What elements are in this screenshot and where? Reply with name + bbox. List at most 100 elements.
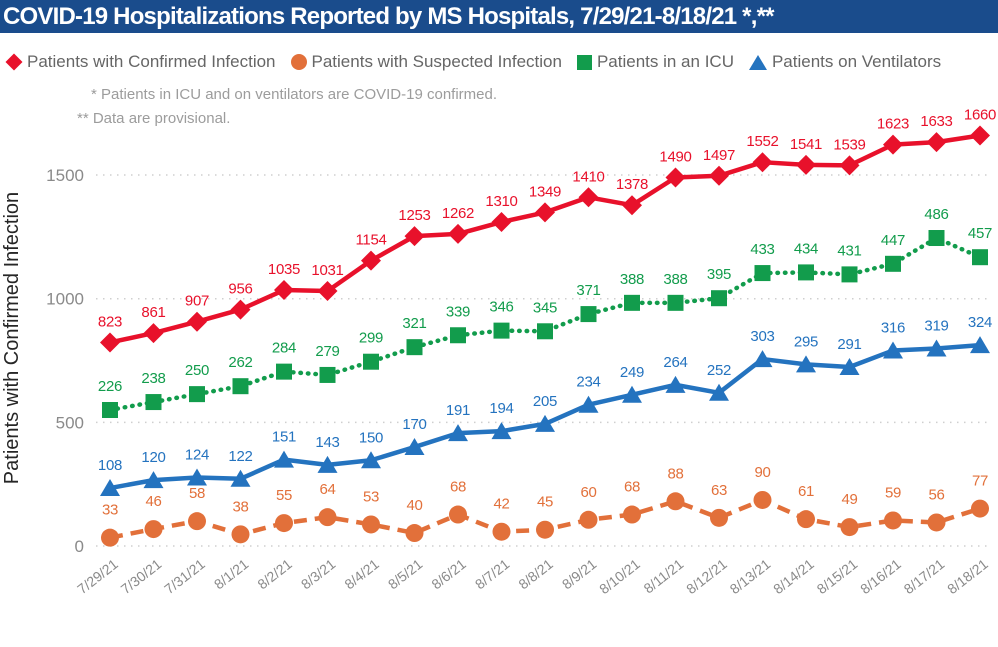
svg-text:38: 38 bbox=[232, 498, 248, 515]
svg-text:108: 108 bbox=[98, 457, 122, 474]
svg-text:262: 262 bbox=[228, 354, 252, 371]
svg-text:8/1/21: 8/1/21 bbox=[211, 556, 252, 593]
svg-text:303: 303 bbox=[750, 328, 774, 345]
svg-text:1378: 1378 bbox=[616, 176, 648, 193]
ventilators-triangle-icon bbox=[748, 54, 767, 70]
svg-text:8/10/21: 8/10/21 bbox=[596, 556, 643, 597]
svg-text:194: 194 bbox=[489, 400, 513, 417]
suspected-circle-icon bbox=[290, 54, 307, 70]
svg-text:8/4/21: 8/4/21 bbox=[341, 556, 382, 593]
svg-text:150: 150 bbox=[359, 429, 383, 446]
svg-text:279: 279 bbox=[315, 343, 339, 360]
svg-text:234: 234 bbox=[576, 374, 600, 391]
svg-text:1539: 1539 bbox=[833, 136, 865, 153]
svg-text:8/17/21: 8/17/21 bbox=[901, 556, 948, 597]
svg-text:8/8/21: 8/8/21 bbox=[515, 556, 556, 593]
svg-text:8/2/21: 8/2/21 bbox=[254, 556, 295, 593]
svg-text:170: 170 bbox=[402, 416, 426, 433]
svg-text:1253: 1253 bbox=[398, 207, 430, 224]
svg-text:371: 371 bbox=[576, 282, 600, 299]
svg-text:33: 33 bbox=[102, 502, 118, 519]
legend-item-suspected[interactable]: Patients with Suspected Infection bbox=[290, 52, 562, 72]
svg-text:823: 823 bbox=[98, 313, 122, 330]
svg-text:1552: 1552 bbox=[746, 133, 778, 150]
svg-text:59: 59 bbox=[885, 484, 901, 501]
svg-text:434: 434 bbox=[794, 240, 818, 257]
svg-text:431: 431 bbox=[837, 242, 861, 259]
svg-text:1497: 1497 bbox=[703, 147, 735, 164]
legend-item-icu[interactable]: Patients in an ICU bbox=[576, 52, 734, 72]
svg-text:68: 68 bbox=[450, 479, 466, 496]
svg-text:907: 907 bbox=[185, 293, 209, 310]
svg-text:45: 45 bbox=[537, 494, 553, 511]
legend-label-ventilators: Patients on Ventilators bbox=[771, 52, 942, 71]
svg-text:1541: 1541 bbox=[790, 136, 822, 153]
footnote-icu-confirmed: * Patients in ICU and on ventilators are… bbox=[91, 86, 498, 103]
svg-text:61: 61 bbox=[798, 483, 814, 500]
svg-text:346: 346 bbox=[489, 299, 513, 316]
chart-legend: Patients with Confirmed Infection Patien… bbox=[5, 50, 996, 74]
svg-text:1633: 1633 bbox=[920, 113, 952, 130]
svg-text:291: 291 bbox=[837, 336, 861, 353]
svg-text:Patients with Confirmed Infect: Patients with Confirmed Infection bbox=[1, 192, 23, 484]
svg-text:120: 120 bbox=[141, 449, 165, 466]
svg-text:8/14/21: 8/14/21 bbox=[770, 556, 817, 597]
svg-text:1031: 1031 bbox=[311, 262, 343, 279]
legend-item-confirmed[interactable]: Patients with Confirmed Infection bbox=[5, 52, 276, 72]
svg-text:191: 191 bbox=[446, 402, 470, 419]
svg-text:395: 395 bbox=[707, 266, 731, 283]
svg-text:122: 122 bbox=[228, 448, 252, 465]
title-bar: COVID-19 Hospitalizations Reported by MS… bbox=[0, 0, 998, 33]
svg-text:49: 49 bbox=[841, 491, 857, 508]
svg-text:143: 143 bbox=[315, 434, 339, 451]
svg-text:7/30/21: 7/30/21 bbox=[118, 556, 165, 597]
svg-text:64: 64 bbox=[319, 481, 335, 498]
footnote-provisional: ** Data are provisional. bbox=[77, 110, 231, 127]
svg-text:46: 46 bbox=[145, 493, 161, 510]
svg-text:1623: 1623 bbox=[877, 116, 909, 133]
svg-text:124: 124 bbox=[185, 446, 209, 463]
legend-item-ventilators[interactable]: Patients on Ventilators bbox=[748, 52, 942, 72]
svg-text:238: 238 bbox=[141, 370, 165, 387]
svg-text:321: 321 bbox=[402, 315, 426, 332]
svg-text:8/12/21: 8/12/21 bbox=[683, 556, 730, 597]
svg-text:1410: 1410 bbox=[572, 168, 604, 185]
svg-text:1490: 1490 bbox=[659, 149, 691, 166]
svg-text:388: 388 bbox=[620, 271, 644, 288]
svg-text:56: 56 bbox=[928, 486, 944, 503]
svg-text:299: 299 bbox=[359, 330, 383, 347]
svg-text:205: 205 bbox=[533, 393, 557, 410]
svg-text:63: 63 bbox=[711, 482, 727, 499]
icu-square-icon bbox=[576, 54, 592, 70]
svg-text:90: 90 bbox=[754, 464, 770, 481]
svg-text:861: 861 bbox=[141, 304, 165, 321]
svg-text:8/5/21: 8/5/21 bbox=[385, 556, 426, 593]
svg-text:60: 60 bbox=[580, 484, 596, 501]
svg-text:1000: 1000 bbox=[46, 290, 84, 309]
svg-text:249: 249 bbox=[620, 364, 644, 381]
svg-text:486: 486 bbox=[924, 206, 948, 223]
svg-text:151: 151 bbox=[272, 429, 296, 446]
svg-text:1310: 1310 bbox=[485, 193, 517, 210]
svg-text:1349: 1349 bbox=[529, 183, 561, 200]
svg-text:388: 388 bbox=[663, 271, 687, 288]
svg-text:319: 319 bbox=[924, 317, 948, 334]
svg-text:8/15/21: 8/15/21 bbox=[814, 556, 861, 597]
svg-text:55: 55 bbox=[276, 487, 292, 504]
svg-text:77: 77 bbox=[972, 473, 988, 490]
svg-text:457: 457 bbox=[968, 225, 992, 242]
svg-text:58: 58 bbox=[189, 485, 205, 502]
svg-text:7/29/21: 7/29/21 bbox=[74, 556, 121, 597]
svg-text:8/13/21: 8/13/21 bbox=[727, 556, 774, 597]
svg-text:8/16/21: 8/16/21 bbox=[857, 556, 904, 597]
svg-text:8/9/21: 8/9/21 bbox=[559, 556, 600, 593]
svg-text:324: 324 bbox=[968, 314, 992, 331]
svg-text:8/3/21: 8/3/21 bbox=[298, 556, 339, 593]
svg-text:7/31/21: 7/31/21 bbox=[161, 556, 208, 597]
svg-text:1262: 1262 bbox=[442, 205, 474, 222]
svg-text:447: 447 bbox=[881, 232, 905, 249]
svg-text:8/7/21: 8/7/21 bbox=[472, 556, 513, 593]
page-title: COVID-19 Hospitalizations Reported by MS… bbox=[3, 3, 774, 30]
svg-text:1500: 1500 bbox=[46, 166, 84, 185]
